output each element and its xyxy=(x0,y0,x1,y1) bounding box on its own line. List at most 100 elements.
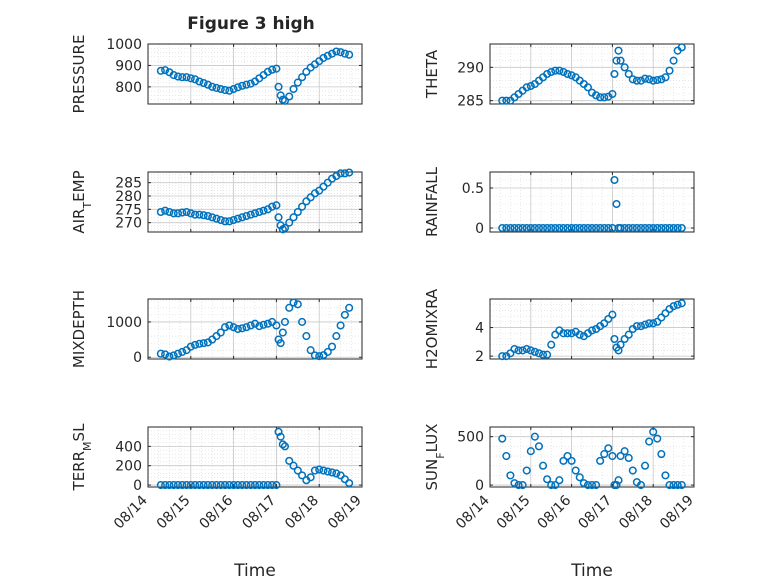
data-point xyxy=(608,310,617,319)
data-point xyxy=(543,475,552,484)
data-point xyxy=(636,322,646,331)
subplot-7: 0 200 400 08/14 08/15 08/16 08/17 08/18 08/19 Tim… xyxy=(70,423,365,581)
data-point xyxy=(649,319,658,328)
data-point xyxy=(610,175,619,185)
y-axis-label: H2OMIXRA xyxy=(423,288,441,369)
data-point xyxy=(169,351,178,360)
data-point xyxy=(610,334,619,344)
data-point xyxy=(563,451,572,461)
y-axis-label: AIRTEMP xyxy=(70,170,94,233)
data-point xyxy=(178,73,187,82)
data-point xyxy=(587,481,597,490)
data-point xyxy=(665,481,674,490)
y-axis-label: MIXDEPTH xyxy=(70,290,88,368)
data-point xyxy=(555,476,564,485)
data-point xyxy=(636,223,646,233)
data-point xyxy=(336,321,345,330)
y-tick-label: 2 xyxy=(475,349,484,365)
data-point xyxy=(559,223,568,233)
data-point xyxy=(274,427,283,436)
x-tick-label: 08/17 xyxy=(239,493,279,533)
data-point xyxy=(571,223,580,233)
data-point xyxy=(628,75,637,84)
data-point xyxy=(306,473,315,482)
data-point xyxy=(289,461,298,470)
data-point xyxy=(555,223,564,233)
data-point xyxy=(620,63,629,72)
data-point xyxy=(332,469,341,478)
data-point xyxy=(186,74,195,83)
data-point xyxy=(259,206,268,215)
data-point xyxy=(268,481,277,490)
data-point xyxy=(614,476,623,485)
data-point xyxy=(567,456,576,465)
data-point xyxy=(624,223,633,233)
subplot-5: 0 1000 MIXDEPTH xyxy=(70,290,363,368)
data-point xyxy=(620,447,629,456)
data-point xyxy=(319,182,328,191)
data-point xyxy=(178,208,187,217)
data-point xyxy=(280,442,290,451)
data-point xyxy=(233,324,242,334)
y-axis-label: SUNFLUX xyxy=(423,424,447,491)
y-tick-label: 1000 xyxy=(106,37,142,53)
data-point xyxy=(604,444,613,453)
y-tick-label: 800 xyxy=(115,80,142,96)
data-point xyxy=(161,66,170,75)
figure-title: Figure 3 high xyxy=(187,14,315,34)
data-point xyxy=(600,319,609,328)
data-point xyxy=(323,347,332,356)
data-point xyxy=(563,329,572,338)
data-point xyxy=(543,350,552,359)
y-tick-label: 280 xyxy=(115,189,142,205)
data-point xyxy=(673,481,682,490)
data-point xyxy=(506,471,515,480)
data-point xyxy=(195,481,204,490)
data-point xyxy=(208,481,217,490)
data-point xyxy=(173,349,183,358)
data-point xyxy=(522,344,531,354)
subplot-6: 2 4 H2OMIXRA xyxy=(423,288,695,369)
data-point xyxy=(285,456,294,465)
data-point xyxy=(653,434,662,443)
data-point xyxy=(242,323,251,332)
data-point xyxy=(306,346,315,355)
data-point xyxy=(156,66,165,75)
data-point xyxy=(263,67,272,76)
x-tick-label: 08/17 xyxy=(575,493,615,533)
data-point xyxy=(640,461,650,470)
data-point xyxy=(161,350,170,359)
data-point xyxy=(673,300,682,309)
data-point xyxy=(169,481,178,490)
data-point xyxy=(669,302,678,311)
data-point xyxy=(526,346,535,355)
axes-box xyxy=(489,426,695,488)
data-point xyxy=(280,96,290,105)
data-point xyxy=(178,481,187,490)
data-point xyxy=(677,299,686,308)
data-point xyxy=(255,481,264,490)
data-point xyxy=(220,86,230,95)
data-point xyxy=(203,80,212,89)
data-point xyxy=(547,223,556,233)
data-point xyxy=(498,223,507,233)
x-axis-label: Time xyxy=(570,561,613,581)
data-point xyxy=(522,223,531,233)
data-point xyxy=(518,223,527,233)
data-point xyxy=(547,340,556,349)
data-point xyxy=(620,223,629,233)
data-point xyxy=(220,217,230,226)
x-tick-label: 08/16 xyxy=(197,492,237,532)
y-tick-label: 1000 xyxy=(106,315,142,331)
data-point xyxy=(310,351,319,360)
data-point xyxy=(563,223,572,233)
data-point xyxy=(575,223,584,233)
data-point xyxy=(298,471,307,480)
data-point xyxy=(506,223,515,233)
axes-box xyxy=(147,43,363,105)
data-point xyxy=(246,481,255,490)
data-point xyxy=(246,79,255,88)
data-point xyxy=(242,80,251,89)
data-point xyxy=(302,332,311,341)
data-point xyxy=(587,223,597,233)
